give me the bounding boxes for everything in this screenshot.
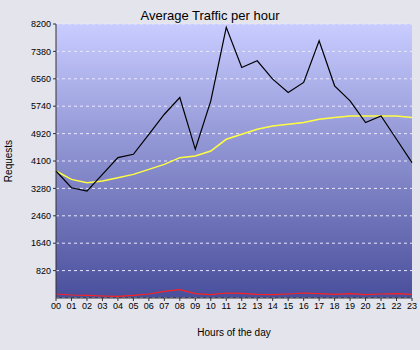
svg-text:4100: 4100 [31, 156, 51, 166]
svg-text:01: 01 [66, 301, 76, 311]
svg-text:08: 08 [175, 301, 185, 311]
svg-text:23: 23 [407, 301, 412, 311]
svg-text:20: 20 [361, 301, 371, 311]
svg-text:09: 09 [190, 301, 200, 311]
svg-text:07: 07 [159, 301, 169, 311]
svg-text:2460: 2460 [31, 211, 51, 221]
svg-text:5740: 5740 [31, 101, 51, 111]
svg-text:05: 05 [128, 301, 138, 311]
svg-text:820: 820 [36, 266, 51, 276]
svg-text:14: 14 [268, 301, 278, 311]
svg-text:8200: 8200 [31, 19, 51, 29]
svg-text:03: 03 [97, 301, 107, 311]
svg-text:13: 13 [252, 301, 262, 311]
svg-text:3280: 3280 [31, 184, 51, 194]
svg-text:18: 18 [330, 301, 340, 311]
svg-text:7380: 7380 [31, 47, 51, 57]
svg-text:12: 12 [237, 301, 247, 311]
svg-text:02: 02 [82, 301, 92, 311]
svg-text:17: 17 [314, 301, 324, 311]
svg-text:4920: 4920 [31, 129, 51, 139]
svg-text:16: 16 [299, 301, 309, 311]
svg-text:06: 06 [144, 301, 154, 311]
svg-text:10: 10 [206, 301, 216, 311]
svg-text:19: 19 [345, 301, 355, 311]
svg-text:22: 22 [392, 301, 402, 311]
svg-text:6560: 6560 [31, 74, 51, 84]
html-text:Average Traffic per hour: Average Traffic per hour [140, 8, 280, 23]
svg-text:04: 04 [113, 301, 123, 311]
svg-text:11: 11 [222, 301, 231, 311]
svg-text:00: 00 [51, 301, 61, 311]
svg-text:Requests: Requests [8, 140, 14, 182]
svg-text:Hours of the day: Hours of the day [197, 327, 270, 338]
svg-text:21: 21 [376, 301, 386, 311]
svg-text:15: 15 [283, 301, 293, 311]
svg-text:1640: 1640 [31, 238, 51, 248]
